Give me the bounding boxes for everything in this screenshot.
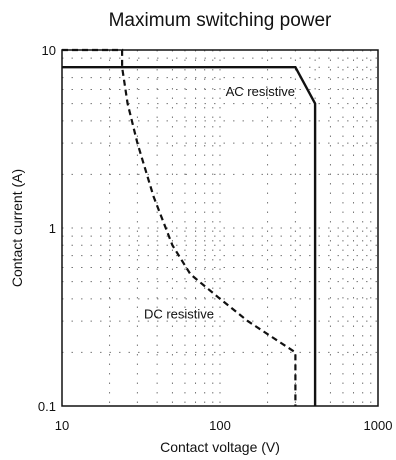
y-tick-label: 10 — [42, 43, 56, 58]
series-group — [62, 48, 317, 406]
x-tick-label: 100 — [209, 418, 231, 433]
plot-frame — [61, 49, 379, 407]
y-axis-label: Contact current (A) — [9, 169, 25, 287]
chart-title: Maximum switching power — [109, 10, 332, 31]
grid — [62, 50, 378, 406]
series-line-dc-resistive — [62, 48, 297, 406]
annotations: AC resistive DC resistive — [144, 84, 295, 321]
series-line-ac-resistive — [62, 65, 317, 406]
tick-labels: 10 100 1000 0.1 1 10 — [38, 43, 393, 433]
annotation-label: DC resistive — [144, 307, 214, 322]
x-tick-label: 1000 — [364, 418, 393, 433]
annotation-label: AC resistive — [226, 84, 295, 99]
y-tick-label: 1 — [49, 221, 56, 236]
x-axis-label: Contact voltage (V) — [160, 439, 280, 455]
x-tick-label: 10 — [55, 418, 69, 433]
y-tick-label: 0.1 — [38, 399, 56, 414]
